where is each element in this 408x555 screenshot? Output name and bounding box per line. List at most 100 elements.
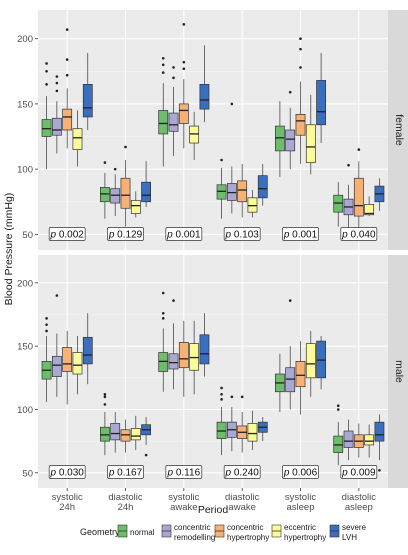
panel-female-p-value-box xyxy=(223,227,261,241)
panel-male-outlier-point xyxy=(378,468,381,472)
legend-label: concentric xyxy=(227,523,263,532)
panel-male-outlier-point xyxy=(161,291,165,295)
panel-female-box xyxy=(364,203,375,216)
panel-male-outlier-point xyxy=(103,403,107,406)
panel-female-outlier-point xyxy=(357,148,361,151)
panel-female-p-value-box xyxy=(165,227,203,241)
panel-female-outlier-point xyxy=(182,23,186,26)
panel-male-p-value-box xyxy=(223,465,261,479)
panel-male-outlier-point xyxy=(220,392,223,396)
panel-male-p-value-label: p 0.240 xyxy=(224,468,259,479)
panel-female-outlier-point xyxy=(45,83,48,86)
x-axis-title: Period xyxy=(198,504,229,516)
panel-female-outlier-point xyxy=(55,89,59,93)
panel-female-outlier-point xyxy=(299,37,302,40)
x-category-label: 24h xyxy=(118,502,134,513)
panel-male-box xyxy=(364,434,375,446)
panel-male-outlier-point xyxy=(45,323,48,326)
panel-male-box xyxy=(295,361,306,388)
panel-female-p-value-label: p 0.002 xyxy=(49,230,84,241)
panel-female-box xyxy=(199,83,210,110)
panel-female-outlier-point xyxy=(230,102,234,106)
panel-male-y-tick-label: 50 xyxy=(22,468,33,479)
panel-male-p-value-label: p 0.167 xyxy=(108,468,143,479)
panel-female-outlier-point xyxy=(161,63,165,67)
panel-female-p-value-box xyxy=(48,227,86,241)
panel-female-outlier-point xyxy=(299,47,302,51)
panel-female-box xyxy=(295,113,306,136)
panel-male-box xyxy=(82,336,93,365)
panel-male-outlier-point xyxy=(336,408,340,411)
panel-female-outlier-point xyxy=(182,67,186,70)
legend-label: LVH xyxy=(342,533,357,542)
panel-female-box xyxy=(285,129,296,152)
panel-male-outlier-point xyxy=(288,299,292,302)
panel-male-box xyxy=(178,342,189,369)
panel-female-outlier-point xyxy=(220,158,223,162)
panel-female-p-value-label: p 0.103 xyxy=(224,230,259,241)
panel-female-outlier-point xyxy=(172,66,175,69)
x-category-label: awake xyxy=(170,502,197,513)
panel-female-box xyxy=(216,184,227,200)
panel-male-outlier-point xyxy=(172,299,175,302)
panel-male-p-value-label: p 0.009 xyxy=(341,468,376,479)
panel-female-outlier-point xyxy=(55,81,59,85)
panel-male-strip xyxy=(388,255,408,488)
panel-female-box xyxy=(120,177,131,209)
panel-male-p-value-label: p 0.116 xyxy=(167,468,201,479)
panel-female-background xyxy=(38,10,388,250)
panel-female-box xyxy=(247,197,258,213)
panel-male-background xyxy=(38,255,388,488)
panel-female-y-tick-label: 150 xyxy=(17,99,33,110)
legend-label: severe xyxy=(342,523,367,532)
panel-female-p-value-box xyxy=(340,227,378,241)
panel-female-box xyxy=(72,128,83,150)
panel-male-strip-label: male xyxy=(393,360,405,383)
panel-male-p-value-box xyxy=(107,465,144,479)
x-category-label: asleep xyxy=(287,502,315,513)
panel-male-outlier-point xyxy=(45,317,48,320)
legend-label: remodelling xyxy=(174,533,215,542)
panel-female-p-value-box xyxy=(107,227,144,241)
panel-male-outlier-point xyxy=(144,453,148,457)
panel-female-outlier-point xyxy=(65,28,69,31)
panel-female-box xyxy=(51,117,62,136)
panel-female-box xyxy=(353,177,364,217)
x-category-label: asleep xyxy=(345,502,373,513)
panel-female-box xyxy=(168,112,179,132)
panel-female-box xyxy=(141,181,152,203)
panel-male-box xyxy=(62,347,73,372)
panel-female-outlier-point xyxy=(103,161,107,164)
panel-female-box xyxy=(158,110,169,135)
panel-male-outlier-point xyxy=(55,294,59,297)
panel-female-outlier-point xyxy=(299,66,302,69)
panel-female-outlier-point xyxy=(45,70,48,73)
panel-female-p-value-label: p 0.001 xyxy=(283,230,318,241)
panel-female-p-value-box xyxy=(282,227,319,241)
y-axis-title: Blood Pressure (mmHg) xyxy=(3,193,15,306)
panel-female-strip xyxy=(388,10,408,250)
panel-female-box xyxy=(62,108,73,131)
legend-title: Geometry xyxy=(80,527,120,537)
panel-female-outlier-point xyxy=(161,71,165,74)
panel-female-box xyxy=(226,183,237,201)
panel-male-outlier-point xyxy=(336,404,340,407)
panel-female-outlier-point xyxy=(65,58,69,61)
x-category-label: systolic xyxy=(52,492,83,503)
panel-male-box xyxy=(72,352,83,375)
panel-female-box xyxy=(110,188,121,204)
legend-label: eccentric xyxy=(284,523,316,532)
x-category-label: 24h xyxy=(59,502,75,513)
panel-female-p-value-label: p 0.040 xyxy=(341,230,376,241)
panel-female-outlier-point xyxy=(45,62,48,65)
panel-female-box xyxy=(237,180,248,203)
panel-male-outlier-point xyxy=(220,398,223,401)
x-category-label: diastolic xyxy=(342,492,377,503)
panel-female-box xyxy=(275,125,285,152)
panel-male-outlier-point xyxy=(45,329,48,333)
panel-male-outlier-point xyxy=(161,317,165,320)
x-category-label: diastolic xyxy=(108,492,143,503)
panel-female-box xyxy=(130,200,141,214)
